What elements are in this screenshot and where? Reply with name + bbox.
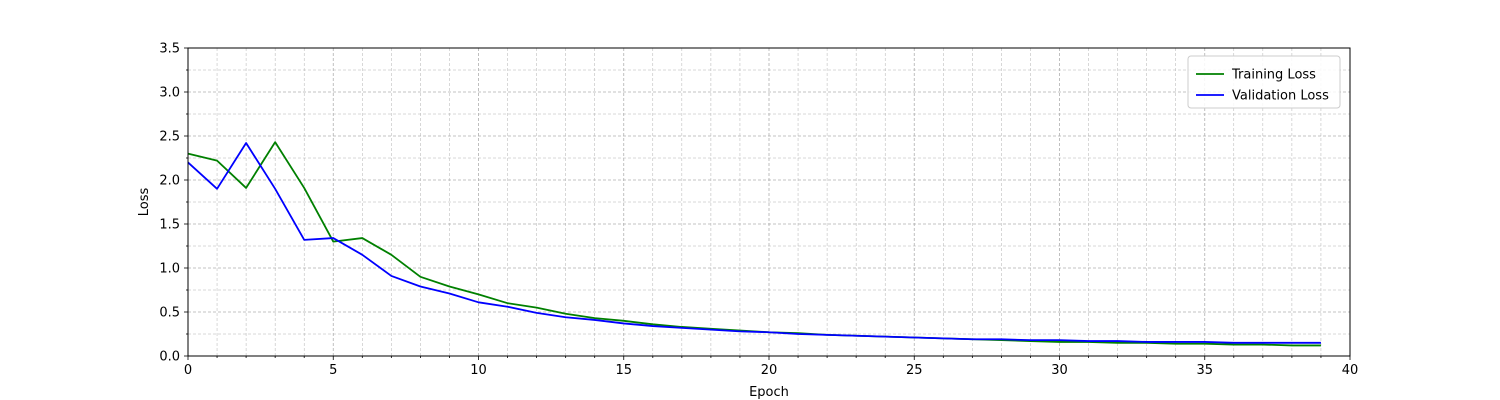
axis-ticks: 0 5 10 15 20 25 30 35 40 0.0 0.5 1.0 1.5 2.0 2.5 3.0 3.5	[159, 42, 1358, 379]
legend-label: Training Loss	[1231, 68, 1316, 83]
series-line-1	[187, 142, 1321, 344]
x-tick-label: 30	[1051, 363, 1068, 378]
y-tick-label: 3.0	[159, 86, 180, 101]
x-tick-label: 10	[470, 363, 487, 378]
x-tick-label: 0	[184, 363, 192, 378]
y-tick-label: 1.5	[159, 218, 180, 233]
grid-lines	[188, 48, 1350, 356]
y-tick-label: 0.5	[159, 306, 180, 321]
x-tick-label: 25	[906, 363, 923, 378]
legend: Training Loss Validation Loss	[1187, 55, 1341, 109]
x-tick-label: 15	[615, 363, 632, 378]
y-tick-label: 1.0	[159, 262, 180, 277]
legend-label: Validation Loss	[1232, 89, 1329, 104]
y-axis-label: Loss	[137, 188, 152, 217]
y-tick-label: 2.0	[159, 174, 180, 189]
x-tick-label: 20	[761, 363, 778, 378]
x-tick-label: 35	[1196, 363, 1213, 378]
x-tick-label: 5	[329, 363, 337, 378]
y-tick-label: 0.0	[159, 350, 180, 365]
series-layer	[187, 141, 1321, 347]
y-tick-label: 2.5	[159, 130, 180, 145]
legend-box	[1187, 55, 1341, 109]
x-tick-label: 40	[1342, 363, 1359, 378]
y-tick-label: 3.5	[159, 42, 180, 57]
x-axis-label: Epoch	[749, 385, 789, 400]
